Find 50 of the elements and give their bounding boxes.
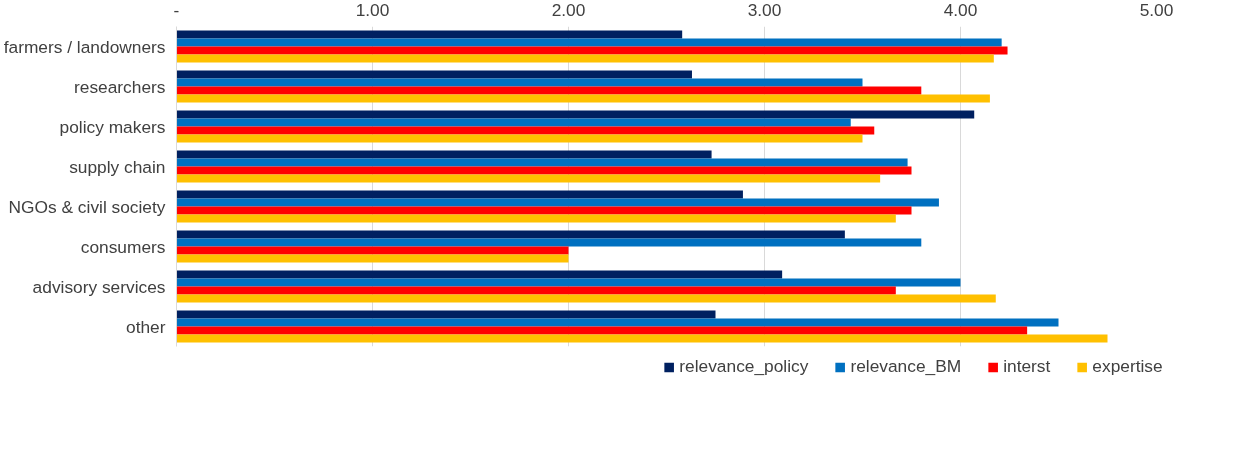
bar (176, 110, 975, 119)
bar (176, 230, 845, 239)
bar (176, 326, 1028, 335)
legend-label: interst (1003, 356, 1051, 377)
bar (176, 118, 851, 127)
x-tick-label: 3.00 (747, 0, 782, 20)
bar (176, 270, 783, 279)
bar (176, 246, 569, 255)
x-tick-label: 2.00 (551, 0, 586, 20)
y-tick-label: farmers / landowners (3, 36, 166, 57)
bar (176, 30, 683, 39)
x-tick-label: 5.00 (1139, 0, 1174, 20)
bar (176, 54, 994, 63)
y-tick-label: researchers (74, 76, 166, 97)
y-tick-label: advisory services (32, 276, 166, 297)
y-tick-label: supply chain (69, 156, 166, 177)
y-tick-label: other (126, 316, 166, 337)
y-tick-label: policy makers (59, 116, 166, 137)
bar (176, 150, 712, 159)
x-tick-label: 4.00 (943, 0, 978, 20)
bar (176, 190, 743, 199)
bar (176, 198, 939, 207)
bar (176, 70, 692, 79)
x-tick-label: - (173, 0, 180, 20)
bar (176, 206, 912, 215)
bar (176, 38, 1002, 47)
bar (176, 86, 922, 95)
bar (176, 214, 896, 223)
legend-label: relevance_policy (679, 356, 809, 377)
bar (176, 46, 1008, 55)
bar (176, 294, 996, 303)
y-tick-label: NGOs & civil society (8, 196, 166, 217)
bar (176, 334, 1108, 343)
bar (176, 126, 875, 135)
bar (176, 94, 990, 103)
bar (176, 78, 863, 87)
bar (176, 134, 863, 143)
bar (176, 286, 896, 295)
bar (176, 318, 1059, 327)
bar (176, 310, 716, 319)
y-tick-label: consumers (80, 236, 166, 257)
bar (176, 278, 961, 287)
bar (176, 174, 881, 183)
legend-label: expertise (1092, 356, 1163, 377)
x-tick-label: 1.00 (355, 0, 390, 20)
bar (176, 166, 912, 175)
bar (176, 254, 569, 263)
legend-label: relevance_BM (850, 356, 962, 377)
bar (176, 158, 908, 167)
bar (176, 238, 922, 247)
